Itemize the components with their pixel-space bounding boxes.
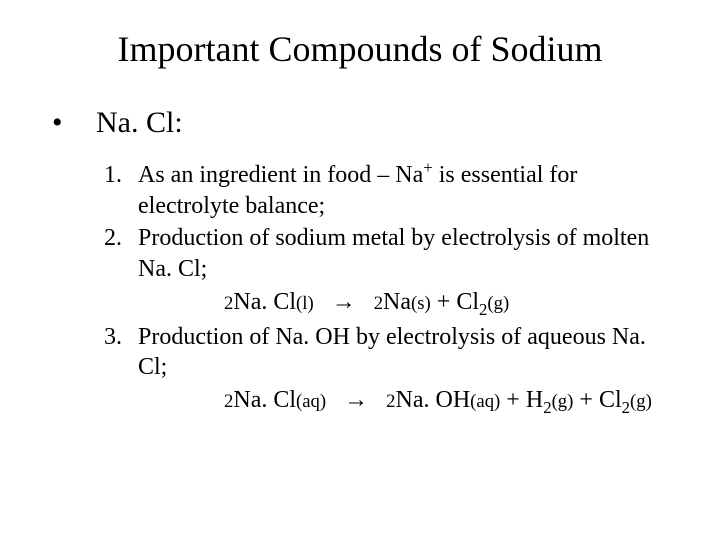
list-item: 2. Production of sodium metal by electro… bbox=[104, 223, 672, 319]
text-segment: Production of sodium metal by electrolys… bbox=[138, 225, 649, 282]
slide-title: Important Compounds of Sodium bbox=[48, 28, 672, 70]
plus: + bbox=[500, 387, 526, 413]
coefficient: 2 bbox=[374, 293, 383, 314]
formula: Cl bbox=[456, 289, 479, 315]
bullet-item: • Na. Cl: bbox=[48, 106, 672, 140]
text-segment: As an ingredient in food – Na bbox=[138, 162, 423, 188]
plus: + bbox=[573, 387, 599, 413]
superscript: + bbox=[423, 158, 432, 177]
bullet-label: Na. Cl: bbox=[96, 106, 183, 140]
state: (g) bbox=[487, 293, 509, 314]
state: (s) bbox=[411, 293, 431, 314]
item-text: As an ingredient in food – Na+ is essent… bbox=[138, 160, 672, 221]
reaction-arrow-icon: → bbox=[332, 288, 356, 315]
item-number: 2. bbox=[104, 223, 138, 319]
item-text: Production of Na. OH by electrolysis of … bbox=[138, 322, 672, 418]
list-item: 1. As an ingredient in food – Na+ is ess… bbox=[104, 160, 672, 221]
state: (l) bbox=[296, 293, 314, 314]
formula: Na bbox=[383, 289, 411, 315]
text-segment: Production of Na. OH by electrolysis of … bbox=[138, 324, 646, 381]
coefficient: 2 bbox=[386, 391, 395, 412]
item-text: Production of sodium metal by electrolys… bbox=[138, 223, 672, 319]
bullet-marker: • bbox=[52, 106, 96, 140]
coefficient: 2 bbox=[224, 391, 233, 412]
equation: 2Na. Cl(aq) → 2Na. OH(aq) + H2(g) + Cl2(… bbox=[138, 385, 672, 416]
formula: Cl bbox=[599, 387, 622, 413]
subscript: 2 bbox=[622, 398, 630, 417]
formula: Na. OH bbox=[396, 387, 471, 413]
formula: Na. Cl bbox=[233, 289, 296, 315]
state: (g) bbox=[552, 391, 574, 412]
equation: 2Na. Cl(l) → 2Na(s) + Cl2(g) bbox=[138, 287, 672, 318]
list-item: 3. Production of Na. OH by electrolysis … bbox=[104, 322, 672, 418]
coefficient: 2 bbox=[224, 293, 233, 314]
item-number: 1. bbox=[104, 160, 138, 221]
item-number: 3. bbox=[104, 322, 138, 418]
formula: H bbox=[526, 387, 543, 413]
reaction-arrow-icon: → bbox=[344, 386, 368, 413]
state: (aq) bbox=[296, 391, 326, 412]
plus: + bbox=[431, 289, 457, 315]
subscript: 2 bbox=[543, 398, 551, 417]
numbered-list: 1. As an ingredient in food – Na+ is ess… bbox=[48, 160, 672, 418]
state: (g) bbox=[630, 391, 652, 412]
formula: Na. Cl bbox=[233, 387, 296, 413]
state: (aq) bbox=[470, 391, 500, 412]
